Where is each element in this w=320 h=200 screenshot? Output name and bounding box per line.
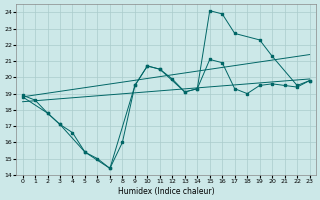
X-axis label: Humidex (Indice chaleur): Humidex (Indice chaleur) [118,187,214,196]
